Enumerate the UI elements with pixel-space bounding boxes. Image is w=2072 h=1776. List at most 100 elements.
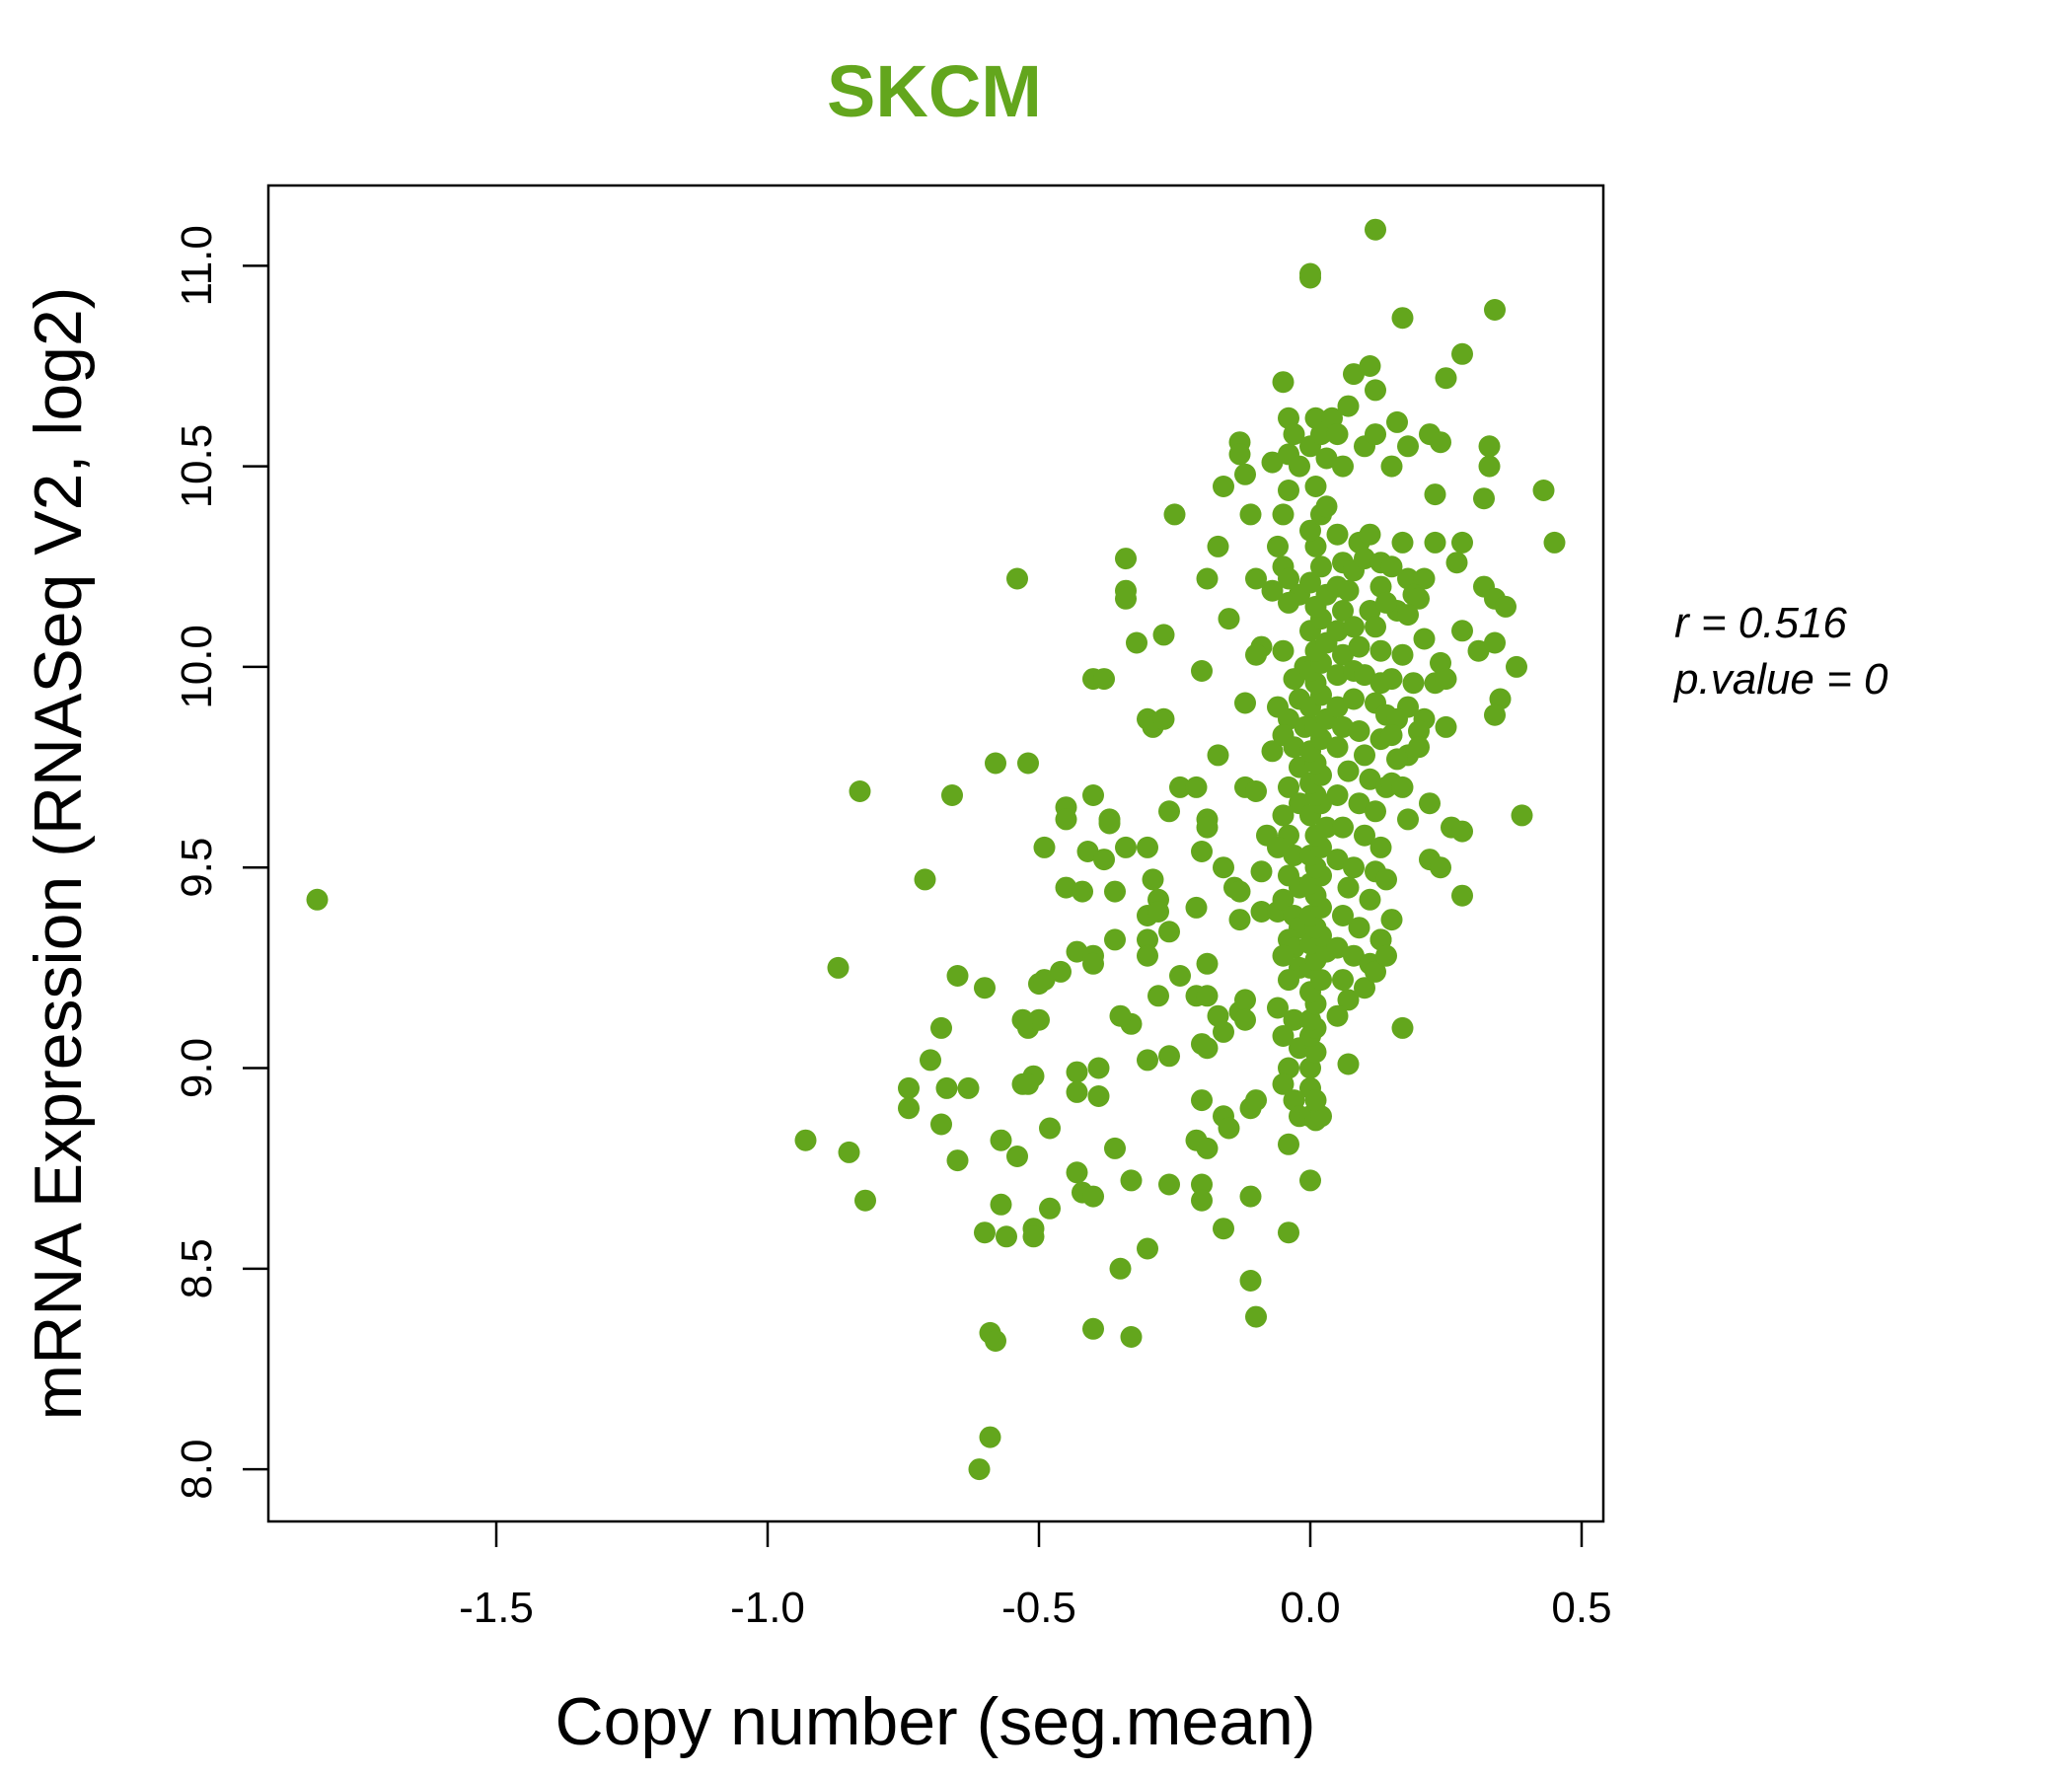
data-point (1082, 784, 1104, 806)
data-point (1218, 1117, 1240, 1140)
data-point (1245, 567, 1267, 590)
data-point (1261, 740, 1284, 763)
data-point (1354, 548, 1375, 570)
data-point (1375, 868, 1397, 891)
data-point (1163, 503, 1186, 526)
data-point (1337, 579, 1360, 602)
pvalue-annotation: p.value = 0 (1672, 655, 1888, 703)
y-axis-label: mRNA Expression (RNASeq V2, log2) (21, 287, 96, 1421)
data-point (974, 1221, 996, 1244)
data-point (1093, 849, 1115, 871)
data-point (794, 1129, 817, 1151)
data-point (1348, 792, 1370, 815)
data-point (1365, 379, 1386, 402)
x-tick-label: -1.0 (730, 1584, 805, 1632)
data-point (1115, 587, 1137, 610)
data-point (1028, 1008, 1050, 1031)
data-point (1017, 752, 1039, 775)
data-point (1354, 977, 1375, 999)
data-point (1435, 668, 1457, 691)
data-point (985, 1330, 1006, 1352)
data-point (1250, 860, 1273, 883)
data-point (1419, 792, 1441, 815)
data-point (838, 1141, 860, 1163)
data-point (1278, 1221, 1299, 1244)
data-point (1278, 969, 1299, 992)
data-point (1267, 997, 1289, 1019)
data-point (1158, 1045, 1180, 1068)
data-point (1397, 808, 1419, 831)
data-point (1532, 480, 1555, 501)
data-point (1386, 748, 1408, 771)
data-point (1152, 624, 1175, 646)
data-point (985, 752, 1006, 775)
data-point (1478, 455, 1501, 478)
data-point (1289, 756, 1310, 778)
x-tick-label: 0.5 (1551, 1584, 1611, 1632)
data-point (1272, 503, 1295, 526)
data-point (1245, 780, 1267, 802)
data-point (1380, 555, 1403, 578)
data-point (1087, 1085, 1110, 1107)
data-point (1039, 1117, 1061, 1140)
data-point (1326, 936, 1349, 959)
data-point (1326, 620, 1349, 642)
data-point (974, 977, 996, 999)
data-point (1104, 880, 1126, 903)
data-point (1006, 567, 1028, 590)
data-point (1343, 363, 1365, 386)
x-tick-label: -0.5 (1001, 1584, 1076, 1632)
data-point (1380, 724, 1403, 747)
data-point (1185, 776, 1208, 798)
data-point (990, 1193, 1012, 1216)
data-point (1343, 856, 1365, 879)
data-point (1006, 1146, 1028, 1167)
data-point (1343, 616, 1365, 638)
data-point (1391, 643, 1414, 666)
data-point (1196, 985, 1219, 1007)
data-point (1478, 435, 1501, 458)
data-point (1326, 849, 1349, 871)
data-point (1365, 800, 1386, 823)
data-point (1272, 804, 1295, 827)
data-point (1332, 969, 1354, 992)
data-point (898, 1097, 920, 1120)
data-point (1234, 1008, 1256, 1031)
data-point (1147, 901, 1169, 923)
data-point (1272, 639, 1295, 662)
data-point (1408, 720, 1430, 742)
data-point (1218, 608, 1240, 630)
data-point (1283, 668, 1305, 691)
data-point (1435, 367, 1457, 390)
data-point (1137, 944, 1158, 967)
data-point (1272, 944, 1295, 967)
data-point (1082, 1317, 1104, 1340)
data-point (1283, 1008, 1305, 1031)
data-point (1196, 952, 1219, 975)
data-point (1391, 1016, 1414, 1039)
chart-title: SKCM (827, 50, 1042, 132)
data-point (1098, 812, 1121, 835)
data-point (1207, 535, 1229, 557)
data-point (1087, 1057, 1110, 1079)
data-point (1402, 672, 1425, 695)
data-point (1228, 880, 1251, 903)
data-point (1245, 1089, 1267, 1112)
data-point (1413, 567, 1436, 590)
data-point (1408, 587, 1430, 610)
data-point (1033, 836, 1056, 858)
data-point (946, 1149, 969, 1172)
data-point (1484, 299, 1506, 321)
data-point (1451, 620, 1473, 642)
data-point (1234, 989, 1256, 1011)
data-point (1137, 836, 1158, 858)
data-point (1332, 905, 1354, 926)
data-point (1196, 1037, 1219, 1060)
data-point (1213, 1218, 1234, 1240)
data-point (1484, 631, 1506, 654)
data-point (1299, 571, 1321, 594)
data-point (1093, 668, 1115, 691)
data-point (957, 1076, 980, 1099)
data-point (1365, 423, 1386, 446)
data-point (1326, 736, 1349, 759)
